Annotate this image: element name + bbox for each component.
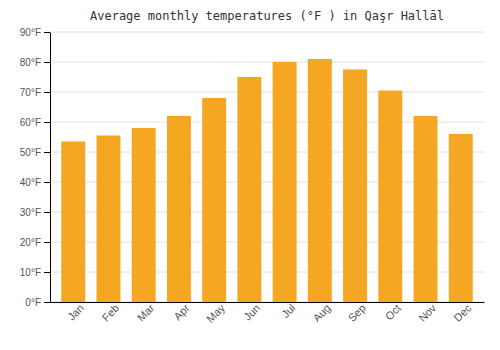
y-tick: 80°F: [20, 57, 50, 68]
y-tick: 50°F: [20, 147, 50, 158]
x-tick: Jul: [279, 302, 297, 320]
grid: [50, 32, 484, 302]
y-tick-mark: [44, 122, 50, 123]
y-tick-mark: [44, 212, 50, 213]
grid-line: [50, 92, 484, 93]
x-tick: May: [204, 301, 228, 325]
bar: [132, 128, 156, 302]
y-tick: 0°F: [25, 297, 50, 308]
x-axis: Jan Feb Mar Apr May Jun Jul Aug Sep Oct Nov Dec: [51, 301, 485, 325]
chart: Jan Feb Mar Apr May Jun Jul Aug Sep Oct Nov Dec 0°F 1…: [0, 0, 500, 350]
bar: [237, 77, 261, 302]
y-tick: 30°F: [20, 207, 50, 218]
bar: [167, 116, 191, 302]
y-tick: 90°F: [20, 27, 50, 38]
x-tick-label: Jan: [65, 302, 86, 323]
grid-line: [50, 32, 484, 33]
y-axis: 0°F 10°F 20°F 30°F 40°F 50°F 60°F 70°F 80°F 90°F: [20, 27, 51, 308]
bar: [449, 134, 473, 302]
y-tick-label: 60°F: [20, 117, 41, 128]
x-tick: Oct: [383, 302, 404, 323]
x-tick-label: Apr: [171, 301, 192, 322]
y-tick: 70°F: [20, 87, 50, 98]
y-tick-label: 90°F: [20, 27, 41, 38]
x-axis-line: [51, 302, 485, 303]
x-tick: Jun: [241, 302, 262, 323]
grid-line: [50, 62, 484, 63]
x-tick: Dec: [451, 301, 474, 324]
y-tick-mark: [44, 62, 50, 63]
x-tick-label: Nov: [416, 301, 439, 324]
y-tick-label: 10°F: [20, 267, 41, 278]
y-tick-mark: [44, 182, 50, 183]
y-tick-label: 20°F: [20, 237, 41, 248]
x-tick-label: Jun: [241, 302, 262, 323]
y-tick-mark: [44, 302, 50, 303]
x-tick: Apr: [171, 301, 192, 322]
y-tick-label: 70°F: [20, 87, 41, 98]
y-tick: 10°F: [20, 267, 50, 278]
bar: [378, 91, 402, 303]
y-tick-label: 30°F: [20, 207, 41, 218]
x-tick-label: Dec: [451, 301, 474, 324]
x-tick-label: Aug: [310, 302, 332, 324]
x-tick: Nov: [416, 301, 439, 324]
y-tick-label: 0°F: [25, 297, 41, 308]
y-tick-mark: [44, 152, 50, 153]
y-tick: 20°F: [20, 237, 50, 248]
bar: [61, 142, 85, 303]
y-tick: 40°F: [20, 177, 50, 188]
plot: Jan Feb Mar Apr May Jun Jul Aug Sep Oct Nov Dec 0°F 1…: [20, 27, 485, 325]
y-tick-label: 40°F: [20, 177, 41, 188]
x-tick-label: Feb: [99, 302, 121, 324]
bar: [273, 62, 297, 302]
x-tick-label: Sep: [346, 302, 368, 324]
x-tick-label: Mar: [135, 301, 157, 323]
x-tick: Feb: [99, 302, 121, 324]
bar: [343, 70, 367, 303]
bars: [61, 59, 472, 302]
y-tick: 60°F: [20, 117, 50, 128]
y-tick-mark: [44, 272, 50, 273]
x-tick-label: Oct: [383, 302, 404, 323]
bar: [202, 98, 226, 302]
x-tick: Sep: [346, 302, 368, 324]
x-tick: Jan: [65, 302, 86, 323]
y-tick-mark: [44, 242, 50, 243]
x-tick-label: May: [204, 301, 228, 325]
y-tick-label: 80°F: [20, 57, 41, 68]
y-tick-label: 50°F: [20, 147, 41, 158]
bar: [97, 136, 121, 303]
bar: [308, 59, 332, 302]
y-axis-line: [50, 33, 51, 303]
title: Average monthly temperatures (°F ) in Qa…: [90, 9, 444, 23]
bar: [414, 116, 438, 302]
y-tick-mark: [44, 32, 50, 33]
y-tick-mark: [44, 92, 50, 93]
x-tick: Aug: [310, 302, 332, 324]
x-tick: Mar: [135, 301, 157, 323]
x-tick-label: Jul: [279, 302, 297, 320]
